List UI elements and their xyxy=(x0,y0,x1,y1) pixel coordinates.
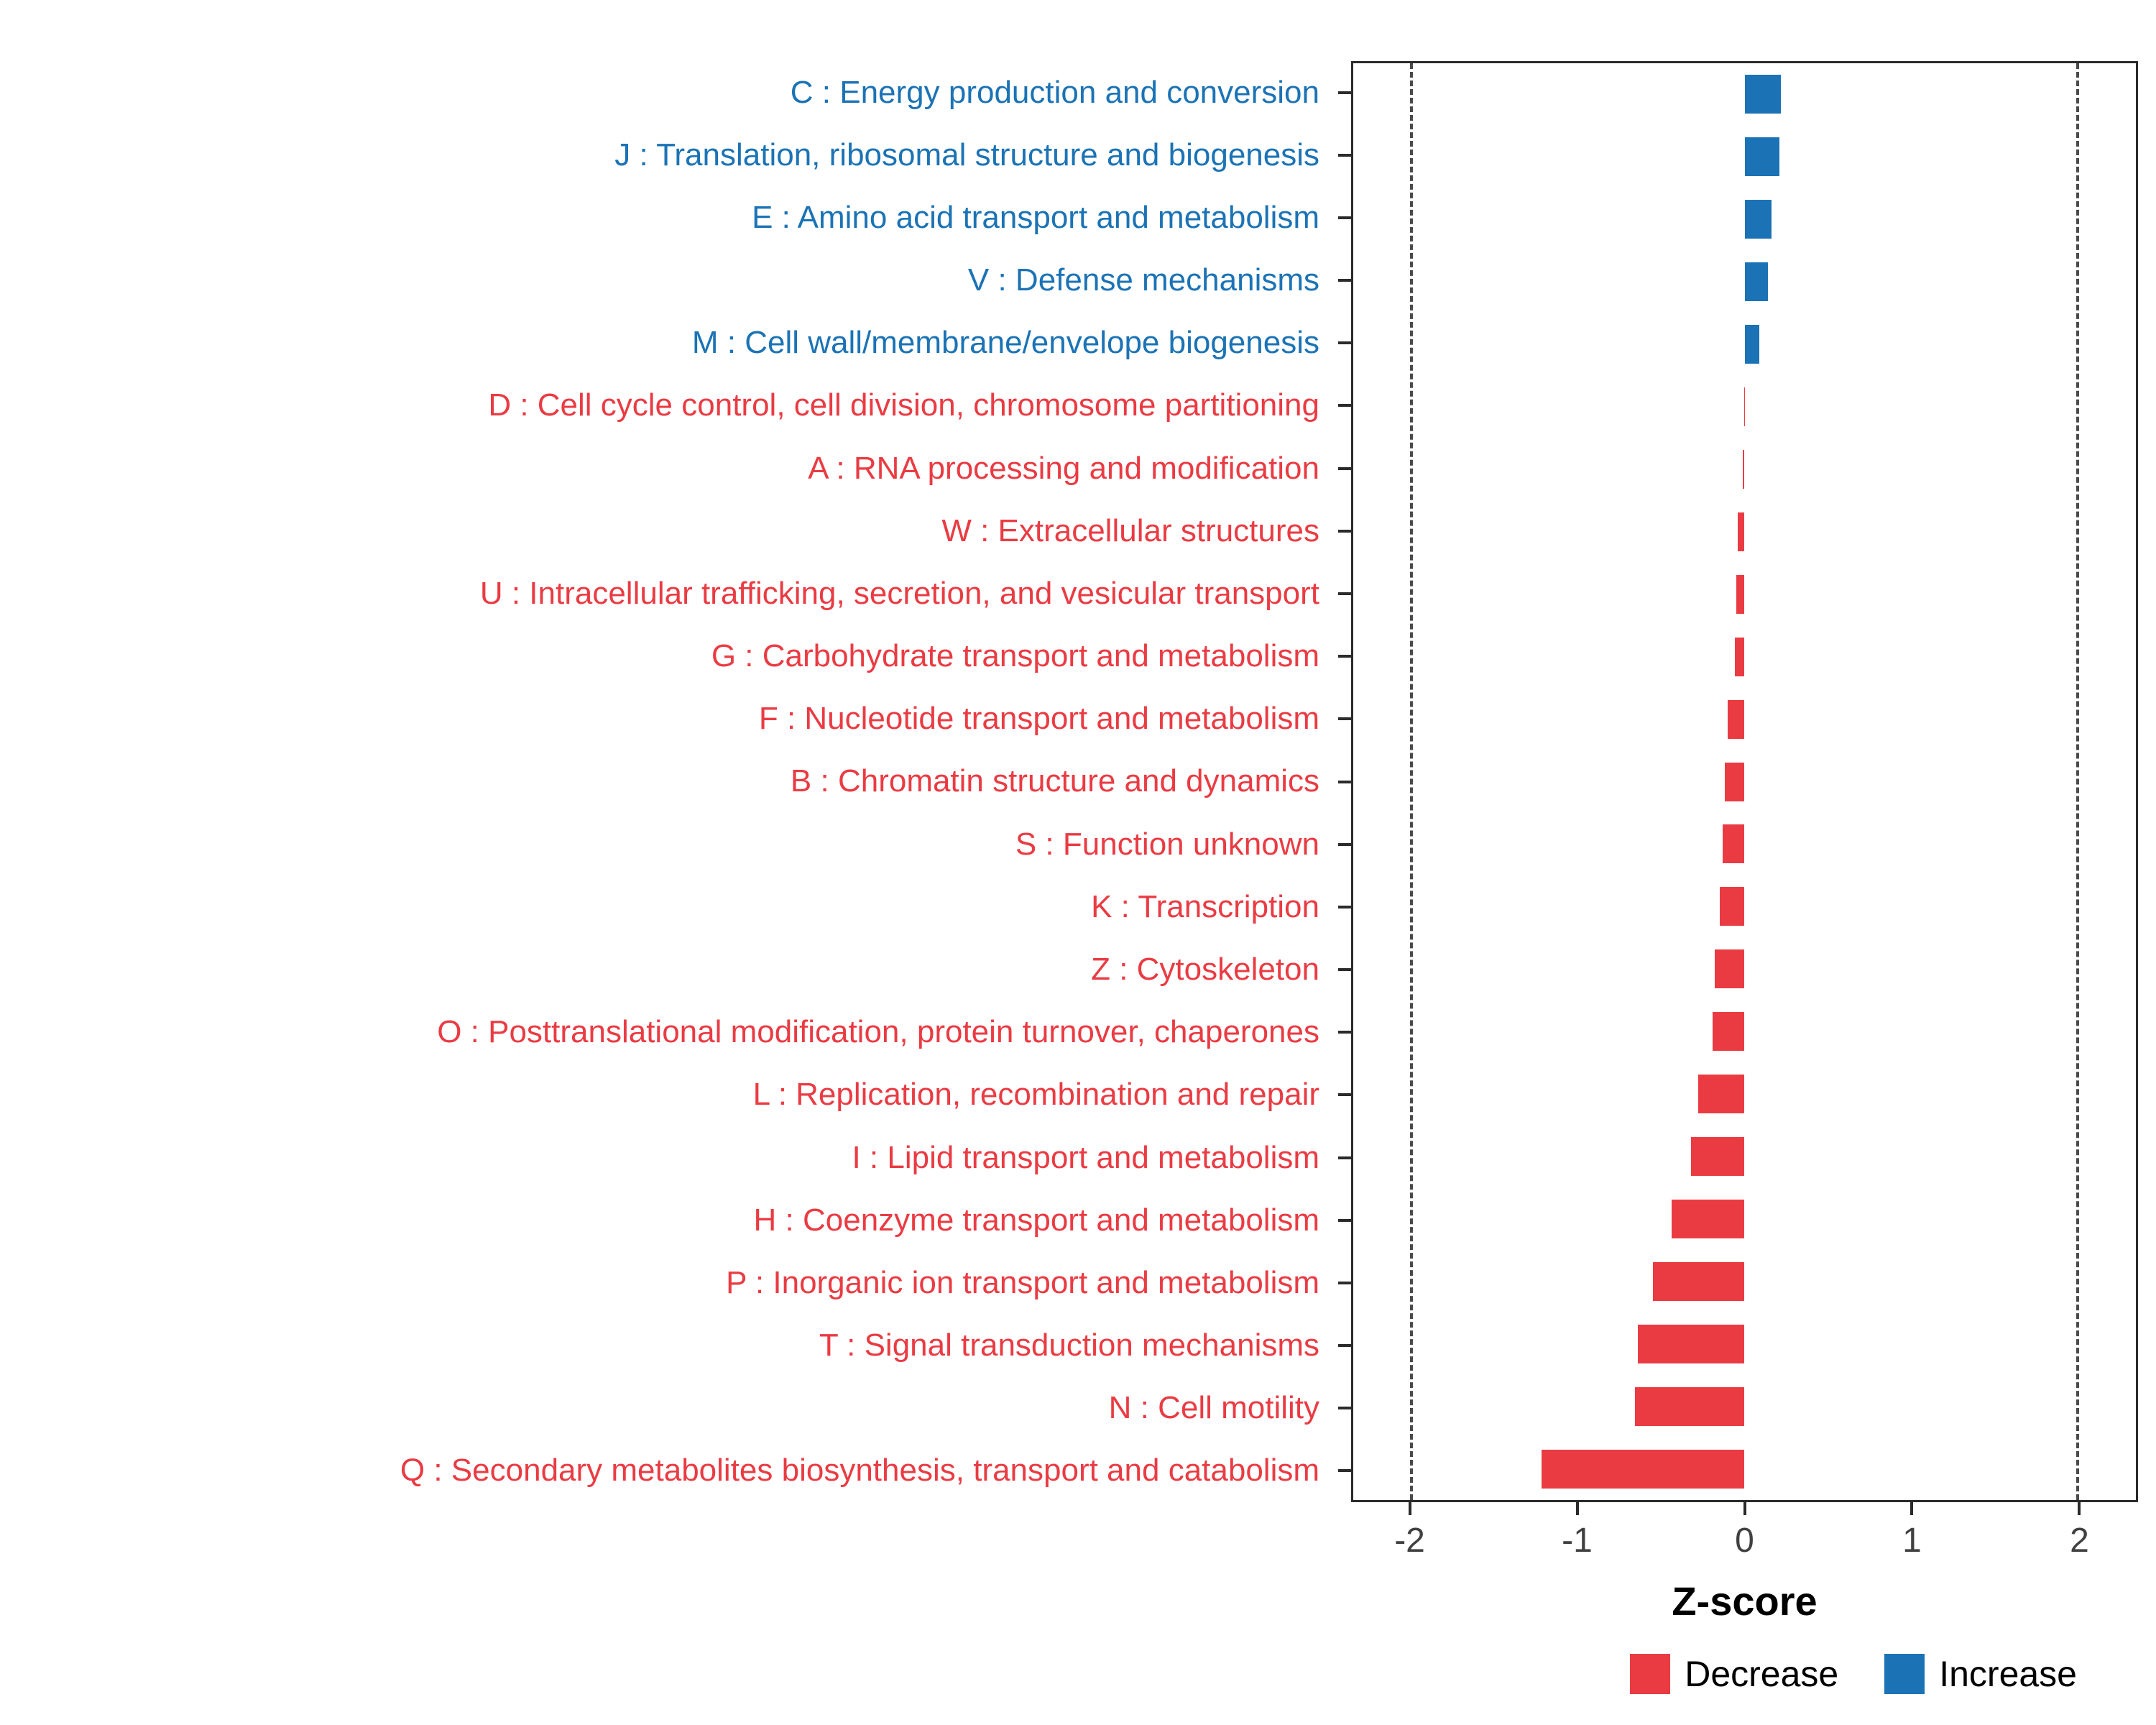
category-label-K: K : Transcription xyxy=(1091,888,1319,924)
bar-W xyxy=(1738,512,1745,551)
y-tick-mark xyxy=(1338,968,1351,972)
bar-G xyxy=(1734,637,1745,676)
bar-T xyxy=(1638,1324,1745,1363)
x-tick-mark xyxy=(1408,1502,1411,1515)
legend: Decrease Increase xyxy=(1630,1653,2077,1695)
category-label-F: F : Nucleotide transport and metabolism xyxy=(758,701,1319,737)
bar-H xyxy=(1671,1199,1745,1238)
x-tick-label-2: 2 xyxy=(2070,1522,2089,1560)
reference-line-2 xyxy=(2076,63,2079,1500)
x-axis: -2 -1 0 1 2 xyxy=(1351,1502,2138,1581)
bar-K xyxy=(1719,887,1745,926)
y-tick-mark xyxy=(1338,1281,1351,1284)
y-tick-mark xyxy=(1338,341,1351,345)
y-tick-mark xyxy=(1338,1344,1351,1348)
legend-item-decrease: Decrease xyxy=(1630,1653,1838,1695)
legend-label-increase: Increase xyxy=(1939,1654,2077,1694)
category-label-V: V : Defense mechanisms xyxy=(967,262,1319,298)
bar-J xyxy=(1744,137,1780,177)
y-tick-mark xyxy=(1338,279,1351,282)
category-label-C: C : Energy production and conversion xyxy=(790,74,1319,110)
category-label-M: M : Cell wall/membrane/envelope biogenes… xyxy=(691,325,1319,361)
reference-line--2 xyxy=(1410,63,1414,1500)
category-label-E: E : Amino acid transport and metabolism xyxy=(752,199,1319,235)
bar-C xyxy=(1744,75,1782,114)
x-tick-mark xyxy=(2078,1502,2081,1515)
x-tick-label--1: -1 xyxy=(1562,1522,1593,1560)
bar-I xyxy=(1691,1136,1745,1176)
bar-L xyxy=(1697,1075,1745,1114)
bar-A xyxy=(1742,449,1745,489)
bar-P xyxy=(1653,1261,1745,1301)
y-tick-mark xyxy=(1338,592,1351,595)
y-tick-mark xyxy=(1338,905,1351,908)
category-label-N: N : Cell motility xyxy=(1108,1390,1319,1426)
y-tick-mark xyxy=(1338,1407,1351,1410)
bar-S xyxy=(1723,824,1745,864)
y-tick-mark xyxy=(1338,216,1351,219)
y-tick-mark xyxy=(1338,655,1351,658)
legend-item-increase: Increase xyxy=(1884,1653,2077,1695)
bar-E xyxy=(1744,200,1772,239)
y-tick-mark xyxy=(1338,842,1351,846)
y-tick-mark xyxy=(1338,717,1351,721)
x-axis-title: Z-score xyxy=(1672,1578,1818,1624)
category-label-B: B : Chromatin structure and dynamics xyxy=(790,763,1319,799)
bar-N xyxy=(1634,1386,1745,1426)
category-label-L: L : Replication, recombination and repai… xyxy=(752,1077,1319,1113)
category-label-G: G : Carbohydrate transport and metabolis… xyxy=(711,638,1319,674)
category-label-T: T : Signal transduction mechanisms xyxy=(819,1328,1319,1363)
y-tick-mark xyxy=(1338,1469,1351,1473)
bar-O xyxy=(1713,1012,1745,1052)
y-tick-mark xyxy=(1338,404,1351,408)
category-label-W: W : Extracellular structures xyxy=(941,512,1319,548)
x-tick-mark xyxy=(1743,1502,1746,1515)
y-axis-category-labels: C : Energy production and conversion J : … xyxy=(14,61,1330,1502)
legend-label-decrease: Decrease xyxy=(1685,1654,1839,1694)
y-tick-mark xyxy=(1338,153,1351,157)
y-tick-mark xyxy=(1338,1218,1351,1222)
x-tick-label-1: 1 xyxy=(1902,1522,1922,1560)
bar-Q xyxy=(1541,1449,1745,1489)
y-axis-tick-marks xyxy=(1338,61,1351,1502)
y-tick-mark xyxy=(1338,529,1351,533)
x-tick-label--2: -2 xyxy=(1394,1522,1425,1560)
x-tick-label-0: 0 xyxy=(1735,1522,1754,1560)
y-tick-mark xyxy=(1338,91,1351,94)
category-label-Z: Z : Cytoskeleton xyxy=(1091,952,1319,987)
category-label-S: S : Function unknown xyxy=(1015,826,1319,862)
bar-V xyxy=(1744,262,1768,302)
plot-panel xyxy=(1351,61,2138,1502)
y-tick-mark xyxy=(1338,780,1351,783)
legend-swatch-increase xyxy=(1884,1654,1925,1694)
legend-swatch-decrease xyxy=(1630,1654,1671,1694)
x-tick-mark xyxy=(1575,1502,1579,1515)
category-label-U: U : Intracellular trafficking, secretion… xyxy=(479,575,1319,611)
category-label-I: I : Lipid transport and metabolism xyxy=(852,1139,1319,1175)
y-tick-mark xyxy=(1338,1093,1351,1097)
category-label-P: P : Inorganic ion transport and metaboli… xyxy=(726,1264,1319,1300)
bar-F xyxy=(1728,699,1745,739)
category-label-D: D : Cell cycle control, cell division, c… xyxy=(488,387,1319,423)
bar-U xyxy=(1736,574,1745,614)
y-tick-mark xyxy=(1338,1156,1351,1159)
category-label-Q: Q : Secondary metabolites biosynthesis, … xyxy=(400,1453,1319,1489)
bar-B xyxy=(1724,762,1745,801)
x-tick-mark xyxy=(1910,1502,1914,1515)
category-label-O: O : Posttranslational modification, prot… xyxy=(437,1014,1319,1050)
y-tick-mark xyxy=(1338,1031,1351,1034)
bar-Z xyxy=(1714,949,1745,989)
bar-M xyxy=(1744,325,1760,364)
category-label-H: H : Coenzyme transport and metabolism xyxy=(753,1202,1319,1238)
y-tick-mark xyxy=(1338,466,1351,470)
category-label-J: J : Translation, ribosomal structure and… xyxy=(614,137,1319,172)
category-label-A: A : RNA processing and modification xyxy=(808,450,1319,486)
